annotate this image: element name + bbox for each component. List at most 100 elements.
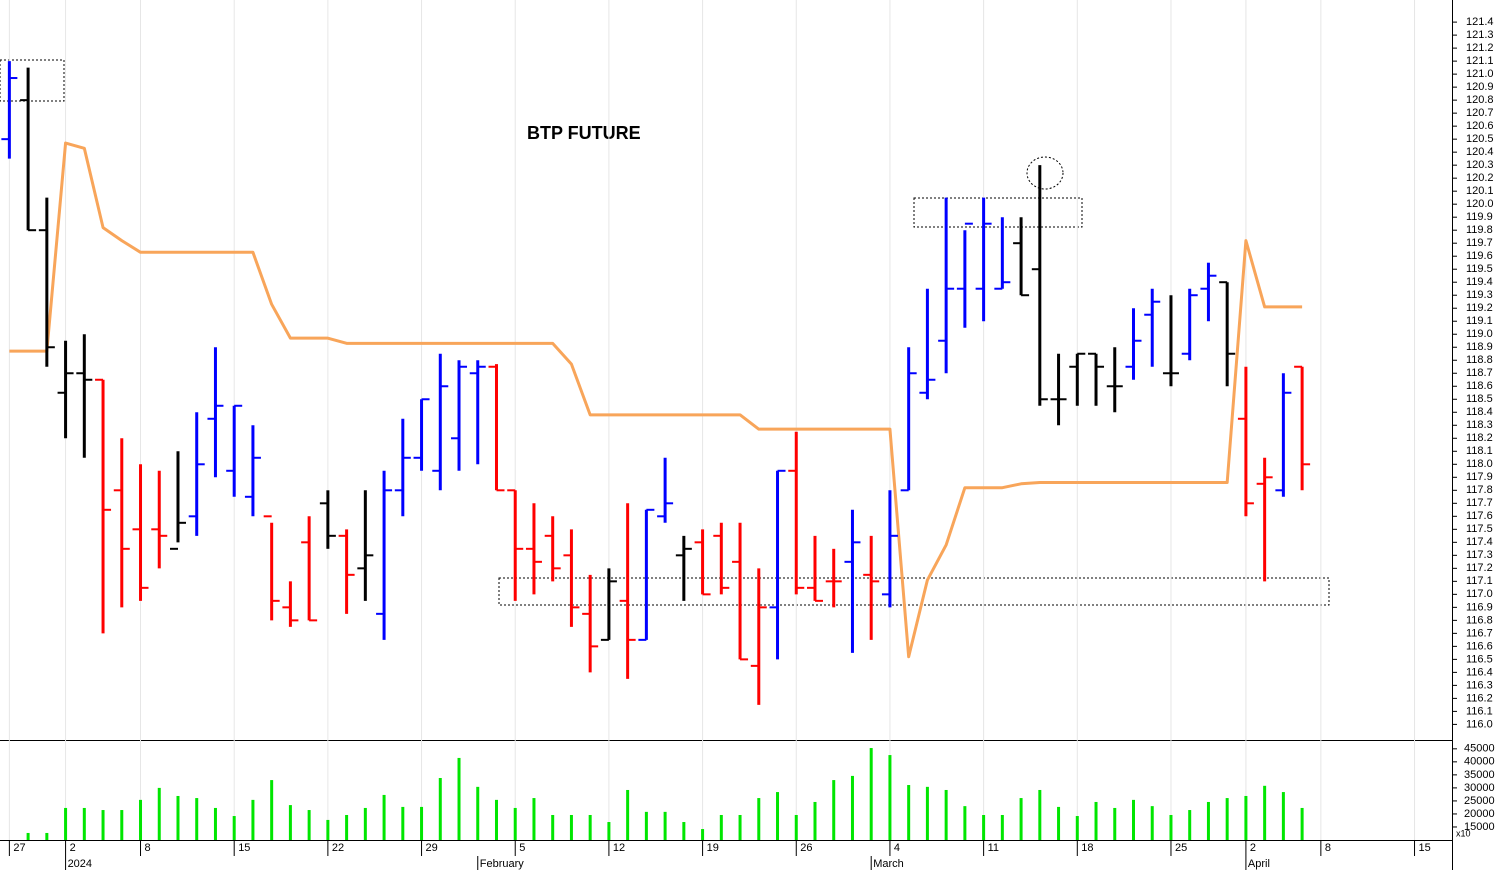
volume-bar: [1113, 807, 1117, 840]
x-tick-label: 26: [800, 842, 812, 854]
x-tick-label: 5: [519, 842, 525, 854]
y-tick-label: 117.2: [1466, 562, 1493, 574]
volume-bar: [1263, 785, 1267, 840]
y-tick-label: 121.1: [1466, 55, 1494, 67]
volume-bar: [1131, 799, 1135, 840]
volume-bar: [719, 814, 723, 840]
month-label: April: [1248, 858, 1270, 870]
volume-bar: [476, 786, 480, 840]
y-tick-label: 120.1: [1466, 185, 1494, 197]
x-tick-label: 8: [145, 842, 151, 854]
x-tick-label: 29: [426, 842, 438, 854]
volume-bar: [213, 807, 217, 840]
y-tick-label: 116.4: [1466, 666, 1493, 678]
y-tick-label: 116.7: [1466, 627, 1493, 639]
y-tick-label: 119.6: [1466, 250, 1493, 262]
volume-bar: [64, 807, 68, 840]
volume-bar: [139, 799, 143, 840]
y-tick-label: 121.4: [1466, 16, 1494, 28]
y-tick-label: 118.5: [1466, 393, 1493, 405]
y-tick-label: 117.1: [1466, 575, 1493, 587]
volume-bar: [1281, 792, 1285, 840]
y-tick-label: 121.0: [1466, 68, 1494, 80]
volume-bar: [513, 807, 517, 840]
chart-title: BTP FUTURE: [527, 123, 641, 143]
volume-bar: [101, 810, 105, 840]
volume-bar: [888, 755, 892, 840]
y-tick-label: 120.7: [1466, 107, 1494, 119]
volume-bar: [1000, 814, 1004, 840]
volume-bar: [1188, 810, 1192, 840]
y-tick-label: 118.2: [1466, 432, 1493, 444]
highlight-ellipse: [1026, 156, 1064, 190]
volume-bar: [1038, 789, 1042, 840]
y-tick-label: 120.4: [1466, 146, 1494, 158]
volume-bar: [232, 816, 236, 840]
x-tick-label: 2: [1250, 842, 1256, 854]
volume-bar: [1225, 798, 1229, 840]
y-tick-label: 120.5: [1466, 133, 1494, 145]
volume-bar: [776, 792, 780, 840]
y-tick-label: 117.5: [1466, 523, 1493, 535]
volume-bar: [420, 806, 424, 840]
volume-bar: [1300, 807, 1304, 840]
volume-bar: [588, 814, 592, 840]
x-tick-label: 12: [613, 842, 625, 854]
volume-bar: [607, 822, 611, 840]
volume-bar: [1169, 814, 1173, 840]
volume-bar: [532, 798, 536, 840]
y-tick-label: 116.1: [1466, 705, 1493, 717]
y-tick-label: 119.7: [1466, 237, 1493, 249]
volume-bar: [288, 805, 292, 840]
volume-tick-label: 20000: [1464, 808, 1495, 820]
month-label: March: [873, 858, 904, 870]
volume-unit-label: x10: [1456, 828, 1471, 838]
y-tick-label: 117.3: [1466, 549, 1493, 561]
y-tick-label: 119.2: [1466, 302, 1493, 314]
volume-tick-label: 30000: [1464, 782, 1495, 794]
y-tick-label: 119.3: [1466, 289, 1493, 301]
volume-bar: [701, 829, 705, 840]
volume-bar: [869, 748, 873, 840]
y-tick-label: 118.8: [1466, 354, 1493, 366]
y-tick-label: 121.3: [1466, 29, 1494, 41]
volume-bar: [682, 822, 686, 840]
y-tick-label: 118.7: [1466, 367, 1493, 379]
volume-bar: [832, 780, 836, 840]
volume-bar: [963, 806, 967, 840]
y-tick-label: 117.4: [1466, 536, 1493, 548]
y-tick-label: 120.3: [1466, 159, 1494, 171]
x-tick-label: 8: [1325, 842, 1331, 854]
y-tick-label: 120.2: [1466, 172, 1494, 184]
volume-bar: [251, 799, 255, 840]
volume-bar: [82, 807, 86, 840]
x-tick-label: 27: [13, 842, 25, 854]
x-tick-label: 18: [1081, 842, 1093, 854]
volume-bar: [1150, 806, 1154, 840]
y-tick-label: 116.0: [1466, 718, 1493, 730]
y-tick-label: 116.2: [1466, 692, 1493, 704]
x-tick-label: 19: [707, 842, 719, 854]
volume-bar: [551, 814, 555, 840]
volume-bar: [363, 807, 367, 840]
volume-bar: [1244, 795, 1248, 840]
volume-bar: [850, 775, 854, 840]
y-tick-label: 119.1: [1466, 315, 1493, 327]
y-tick-label: 120.6: [1466, 120, 1494, 132]
volume-bar: [1057, 806, 1061, 840]
volume-bar: [270, 780, 274, 840]
volume-bar: [1019, 798, 1023, 840]
y-tick-label: 120.8: [1466, 94, 1494, 106]
highlight-box: [913, 197, 1083, 228]
y-tick-label: 118.6: [1466, 380, 1493, 392]
x-tick-label: 4: [894, 842, 900, 854]
y-tick-label: 119.0: [1466, 328, 1493, 340]
volume-bar: [663, 811, 667, 840]
volume-bar: [1206, 801, 1210, 840]
volume-bar: [45, 832, 49, 840]
y-tick-label: 117.8: [1466, 484, 1493, 496]
volume-bar: [326, 819, 330, 840]
volume-bar: [569, 814, 573, 840]
volume-bar: [494, 799, 498, 840]
y-tick-label: 118.0: [1466, 458, 1493, 470]
